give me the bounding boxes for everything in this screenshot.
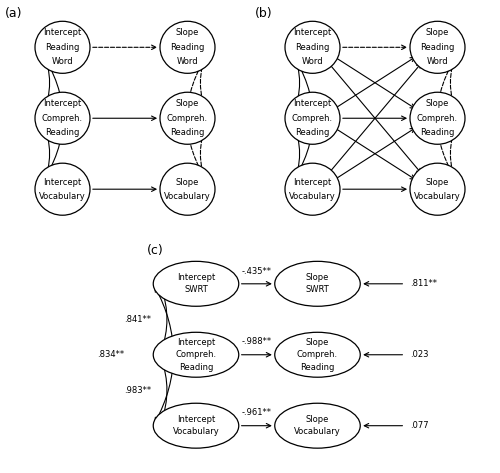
- Text: Intercept: Intercept: [294, 177, 332, 186]
- Text: Compreh.: Compreh.: [297, 350, 338, 359]
- Circle shape: [154, 403, 239, 448]
- Text: SWRT: SWRT: [306, 286, 330, 295]
- Text: Intercept: Intercept: [44, 99, 82, 108]
- Circle shape: [160, 163, 215, 215]
- Text: SWRT: SWRT: [184, 286, 208, 295]
- Circle shape: [410, 163, 465, 215]
- Text: .811**: .811**: [410, 279, 437, 289]
- Text: Compreh.: Compreh.: [417, 114, 458, 123]
- Text: Vocabulary: Vocabulary: [172, 428, 220, 437]
- Text: Slope: Slope: [176, 177, 199, 186]
- Text: Vocabulary: Vocabulary: [294, 428, 341, 437]
- Text: Compreh.: Compreh.: [176, 350, 216, 359]
- Text: Compreh.: Compreh.: [42, 114, 83, 123]
- Text: Compreh.: Compreh.: [167, 114, 208, 123]
- Text: Vocabulary: Vocabulary: [164, 192, 211, 201]
- Text: Intercept: Intercept: [177, 273, 215, 282]
- Circle shape: [410, 92, 465, 144]
- Circle shape: [410, 21, 465, 73]
- Circle shape: [35, 163, 90, 215]
- Text: Reading: Reading: [300, 363, 334, 372]
- Text: Intercept: Intercept: [294, 28, 332, 37]
- Text: .841**: .841**: [124, 315, 151, 324]
- Text: Reading: Reading: [46, 128, 80, 137]
- Text: Intercept: Intercept: [177, 338, 215, 347]
- Circle shape: [160, 21, 215, 73]
- Circle shape: [285, 163, 340, 215]
- Text: Slope: Slope: [306, 273, 329, 282]
- Text: -.435**: -.435**: [242, 266, 272, 275]
- Text: Reading: Reading: [296, 128, 330, 137]
- Circle shape: [154, 261, 239, 307]
- Text: -.961**: -.961**: [242, 408, 272, 418]
- Text: Vocabulary: Vocabulary: [39, 192, 86, 201]
- Circle shape: [275, 332, 360, 377]
- Text: Slope: Slope: [176, 99, 199, 108]
- Text: Word: Word: [52, 57, 74, 66]
- Text: Slope: Slope: [306, 415, 329, 424]
- Text: Slope: Slope: [306, 338, 329, 347]
- Text: Compreh.: Compreh.: [292, 114, 333, 123]
- Circle shape: [35, 21, 90, 73]
- Text: Reading: Reading: [179, 363, 213, 372]
- Text: .983**: .983**: [124, 385, 151, 395]
- Text: (a): (a): [5, 7, 22, 20]
- Text: (b): (b): [255, 7, 272, 20]
- Circle shape: [154, 332, 239, 377]
- Text: Reading: Reading: [170, 128, 204, 137]
- Circle shape: [160, 92, 215, 144]
- Text: Intercept: Intercept: [44, 177, 82, 186]
- Circle shape: [285, 21, 340, 73]
- Text: (c): (c): [146, 244, 164, 256]
- Circle shape: [275, 403, 360, 448]
- Text: Word: Word: [302, 57, 324, 66]
- Text: Reading: Reading: [420, 128, 454, 137]
- Text: Intercept: Intercept: [177, 415, 215, 424]
- Text: -.988**: -.988**: [242, 337, 272, 346]
- Text: Reading: Reading: [170, 43, 204, 52]
- Circle shape: [285, 92, 340, 144]
- Text: Reading: Reading: [296, 43, 330, 52]
- Text: Word: Word: [426, 57, 448, 66]
- Text: Vocabulary: Vocabulary: [289, 192, 336, 201]
- Text: Slope: Slope: [426, 28, 449, 37]
- Circle shape: [275, 261, 360, 307]
- Circle shape: [35, 92, 90, 144]
- Text: .023: .023: [410, 350, 428, 359]
- Text: Reading: Reading: [46, 43, 80, 52]
- Text: Reading: Reading: [420, 43, 454, 52]
- Text: Intercept: Intercept: [44, 28, 82, 37]
- Text: Slope: Slope: [176, 28, 199, 37]
- Text: Slope: Slope: [426, 177, 449, 186]
- Text: Intercept: Intercept: [294, 99, 332, 108]
- Text: Vocabulary: Vocabulary: [414, 192, 461, 201]
- Text: .834**: .834**: [97, 350, 124, 359]
- Text: Slope: Slope: [426, 99, 449, 108]
- Text: Word: Word: [176, 57, 199, 66]
- Text: .077: .077: [410, 421, 428, 430]
